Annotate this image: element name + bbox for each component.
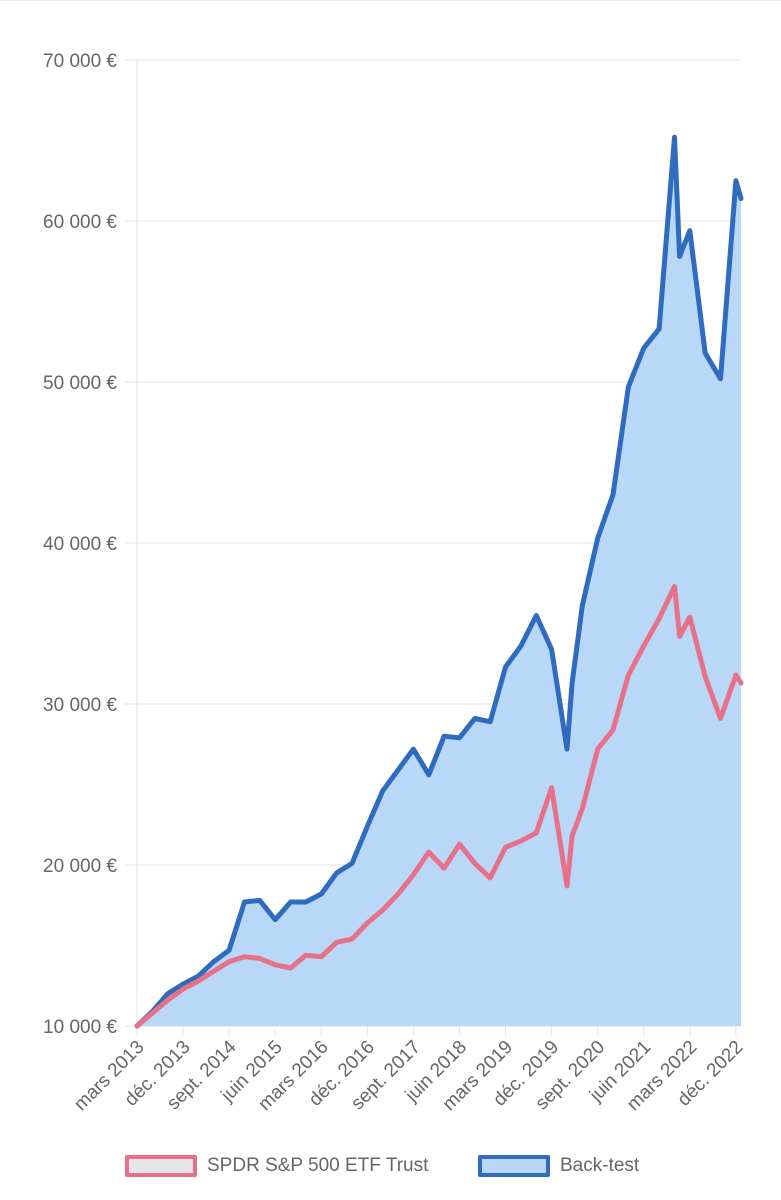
y-tick-label: 20 000 € xyxy=(43,856,117,877)
legend: SPDR S&P 500 ETF Trust Back-test xyxy=(0,1155,781,1195)
series-lines xyxy=(134,134,744,1029)
area-fill-back-test xyxy=(137,137,741,1027)
y-tick-label: 60 000 € xyxy=(43,212,117,233)
area-chart: 10 000 € 20 000 € 30 000 € 40 000 € 50 000 €… xyxy=(43,51,747,1115)
area-fills xyxy=(137,137,741,1027)
y-tick-label: 10 000 € xyxy=(43,1017,117,1038)
series-line-spdr[interactable] xyxy=(134,584,744,1029)
y-tick-label: 40 000 € xyxy=(43,534,117,555)
series-line-back-test[interactable] xyxy=(134,134,744,1029)
top-border xyxy=(0,0,781,1)
legend-label-spdr: SPDR S&P 500 ETF Trust xyxy=(207,1155,429,1176)
legend-item-spdr[interactable]: SPDR S&P 500 ETF Trust xyxy=(125,1155,428,1177)
y-tick-label: 70 000 € xyxy=(43,51,117,72)
legend-swatch-back-test xyxy=(478,1155,550,1177)
y-tick-label: 50 000 € xyxy=(43,373,117,394)
y-axis-ticks: 10 000 € 20 000 € 30 000 € 40 000 € 50 000 €… xyxy=(43,51,117,1038)
y-tick-label: 30 000 € xyxy=(43,695,117,716)
legend-swatch-spdr xyxy=(125,1155,197,1177)
legend-label-back-test: Back-test xyxy=(560,1155,640,1176)
legend-item-back-test[interactable]: Back-test xyxy=(478,1155,639,1177)
